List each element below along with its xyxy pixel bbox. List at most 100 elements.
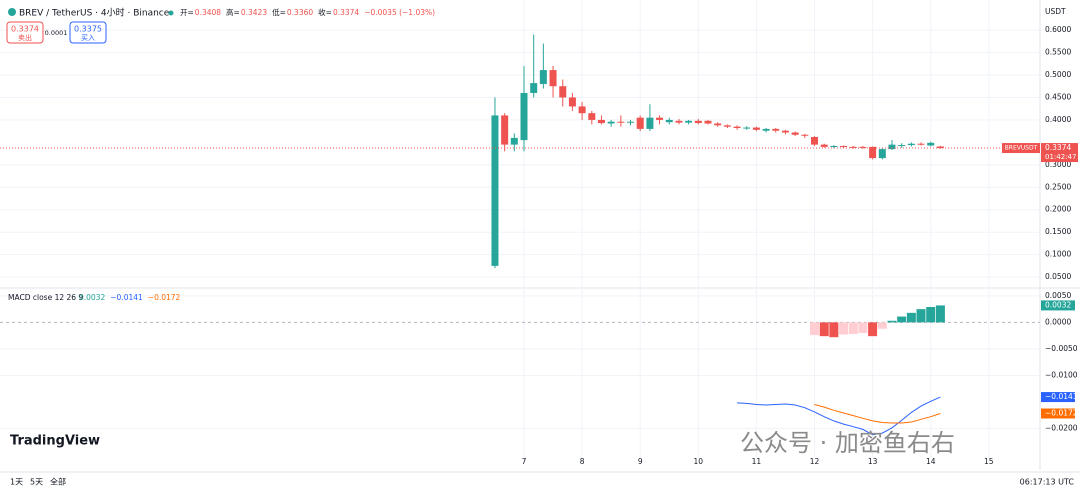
ohlc-value: 0.3374 [333, 8, 359, 17]
currency[interactable]: USDT [1045, 7, 1066, 16]
histogram-bar [829, 322, 839, 338]
legend-value: −0.0172 [148, 293, 181, 302]
clock: 06:17:13 UTC [1020, 478, 1075, 487]
ohlc-value: 0.3423 [241, 8, 267, 17]
y-tick-label: 0.5000 [1045, 70, 1071, 79]
candle-body [888, 144, 896, 150]
x-tick-label: 9 [638, 457, 643, 466]
value-tag: 0.0032 [1045, 300, 1071, 309]
ohlc-value: 0.3408 [195, 8, 221, 17]
candle-body [636, 117, 644, 129]
candle-body [830, 145, 838, 147]
candle-body [762, 128, 770, 131]
candle-body [820, 144, 828, 147]
candle-body [849, 146, 857, 148]
y-tick-label: 0.3000 [1045, 160, 1071, 169]
grid [0, 0, 1040, 458]
candle-body [704, 120, 712, 124]
range-all[interactable]: 全部 [50, 477, 66, 487]
range-5d[interactable]: 5天 [30, 478, 43, 487]
x-tick-label: 14 [926, 457, 936, 466]
y-tick-label: 0.1500 [1045, 227, 1071, 236]
buy-button[interactable] [69, 21, 107, 44]
watermark: 公众号 · 加密鱼右右 [740, 429, 955, 457]
candle-body [675, 120, 683, 123]
y-tick-label: 0.0000 [1045, 317, 1071, 326]
value-tag: −0.0172 [1045, 408, 1078, 417]
candle-body [510, 137, 518, 145]
symbol-tag: BREVUSDT [1005, 145, 1038, 152]
histogram-bar [926, 307, 936, 323]
candle-body [811, 136, 819, 145]
y-tick-label: 0.0050 [1045, 291, 1071, 300]
histogram-bar [819, 322, 829, 337]
candle-body [917, 143, 925, 145]
candle-body [927, 142, 935, 146]
y-tick-label: −0.0200 [1045, 423, 1078, 432]
spread: 0.0001 [45, 29, 68, 37]
symbol-tag-bg [1002, 143, 1040, 154]
candle-body [733, 126, 741, 129]
status-dot [168, 10, 174, 16]
histogram-bar [868, 322, 878, 337]
candle-body [878, 149, 886, 159]
macd-line [814, 404, 941, 424]
value-tag-bg [1041, 300, 1075, 311]
candle-body [617, 121, 625, 123]
candle-body [588, 113, 596, 120]
candle-body [936, 146, 944, 149]
candle-body [685, 120, 693, 123]
value-tag: −0.0141 [1045, 392, 1078, 401]
logo[interactable]: TradingView [10, 434, 100, 449]
countdown: 01:42:47 [1045, 153, 1076, 161]
macd-line [737, 396, 941, 436]
histogram-bar [858, 322, 868, 333]
legend-value: 0.0032 [79, 293, 105, 302]
range-1d[interactable]: 1天 [10, 478, 23, 487]
candle-body [539, 70, 547, 84]
x-tick-label: 15 [984, 457, 994, 466]
candle-body [520, 92, 528, 141]
sell-label[interactable]: 卖出 [18, 33, 32, 42]
candle-body [791, 132, 799, 135]
x-tick-label: 7 [522, 457, 527, 466]
candle-body [743, 127, 751, 129]
candle-body [549, 70, 557, 87]
candle-body [801, 134, 809, 136]
y-tick-label: 0.5500 [1045, 48, 1071, 57]
candle-body [607, 121, 615, 124]
histogram-bar [906, 312, 916, 323]
x-tick-label: 13 [868, 457, 878, 466]
candle-body [656, 117, 664, 120]
candle-body [694, 120, 702, 124]
y-tick-label: 0.4500 [1045, 92, 1071, 101]
candle-body [578, 106, 586, 114]
candle-body [752, 127, 760, 130]
symbol-icon [8, 8, 16, 16]
candle-body [772, 128, 780, 131]
histogram-bar [887, 320, 897, 323]
candle-body [714, 123, 722, 126]
buy-label[interactable]: 买入 [81, 34, 95, 42]
candle-body [907, 143, 915, 146]
x-tick-label: 12 [810, 457, 820, 466]
x-tick-label: 10 [694, 457, 704, 466]
candle-body [723, 125, 731, 127]
y-tick-label: 0.2500 [1045, 182, 1071, 191]
ohlc-value: 0.3360 [287, 8, 313, 17]
y-tick-label: 0.1000 [1045, 250, 1071, 259]
histogram-bar [897, 316, 907, 323]
candle-body [898, 145, 906, 147]
sell-price[interactable]: 0.3374 [11, 25, 39, 34]
change: −0.0035 (−1.03%) [364, 8, 435, 17]
buy-price[interactable]: 0.3375 [74, 25, 102, 34]
marks [0, 34, 1040, 436]
x-tick-label: 11 [752, 457, 762, 466]
legend-value: −0.0141 [110, 293, 143, 302]
candle-body [840, 145, 848, 147]
sell-button[interactable] [6, 21, 44, 44]
value-tag-bg [1041, 408, 1075, 419]
ohlc-label: 开= [180, 8, 194, 17]
y-tick-label: 0.2000 [1045, 205, 1071, 214]
